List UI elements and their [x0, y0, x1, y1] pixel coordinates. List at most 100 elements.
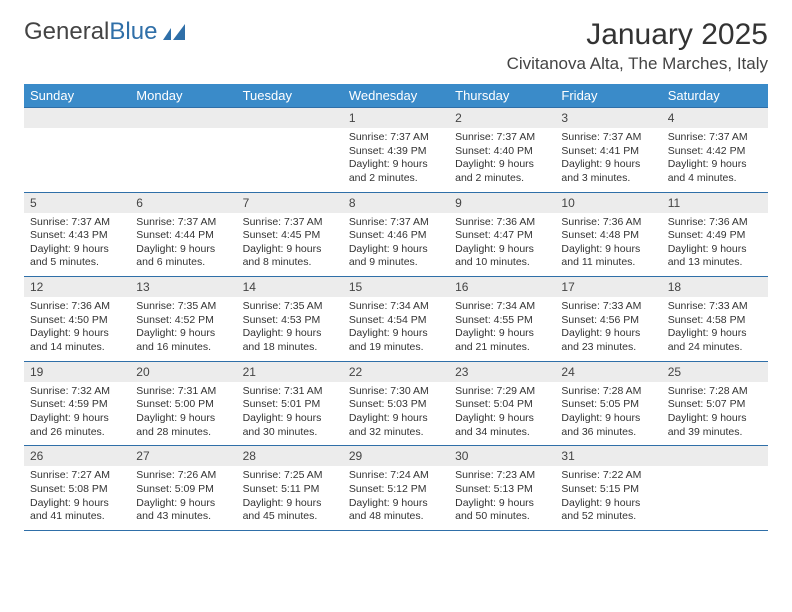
day-number: 5 [24, 192, 130, 213]
day-detail: Sunrise: 7:31 AMSunset: 5:00 PMDaylight:… [130, 382, 236, 446]
day-number: 14 [237, 277, 343, 298]
sunset-text: Sunset: 4:47 PM [455, 229, 549, 243]
logo-text-blue: Blue [109, 18, 157, 46]
daylight-text: Daylight: 9 hours and 9 minutes. [349, 243, 443, 270]
day-number [237, 108, 343, 129]
day-number: 13 [130, 277, 236, 298]
sunrise-text: Sunrise: 7:35 AM [243, 300, 337, 314]
sunrise-text: Sunrise: 7:26 AM [136, 469, 230, 483]
sunset-text: Sunset: 4:39 PM [349, 145, 443, 159]
daynum-row: 567891011 [24, 192, 768, 213]
day-number: 31 [555, 446, 661, 467]
day-number: 27 [130, 446, 236, 467]
sunrise-text: Sunrise: 7:36 AM [30, 300, 124, 314]
daynum-row: 19202122232425 [24, 361, 768, 382]
daylight-text: Daylight: 9 hours and 16 minutes. [136, 327, 230, 354]
sunset-text: Sunset: 4:56 PM [561, 314, 655, 328]
day-number [24, 108, 130, 129]
day-number: 7 [237, 192, 343, 213]
page-title: January 2025 [507, 18, 768, 52]
sunrise-text: Sunrise: 7:33 AM [668, 300, 762, 314]
day-detail: Sunrise: 7:37 AMSunset: 4:40 PMDaylight:… [449, 128, 555, 192]
detail-row: Sunrise: 7:37 AMSunset: 4:39 PMDaylight:… [24, 128, 768, 192]
daynum-row: 1234 [24, 108, 768, 129]
sunrise-text: Sunrise: 7:37 AM [561, 131, 655, 145]
daylight-text: Daylight: 9 hours and 41 minutes. [30, 497, 124, 524]
sunset-text: Sunset: 5:08 PM [30, 483, 124, 497]
day-header: Wednesday [343, 84, 449, 108]
sunrise-text: Sunrise: 7:37 AM [668, 131, 762, 145]
sunset-text: Sunset: 4:52 PM [136, 314, 230, 328]
day-detail: Sunrise: 7:27 AMSunset: 5:08 PMDaylight:… [24, 466, 130, 530]
sunrise-text: Sunrise: 7:37 AM [349, 131, 443, 145]
daylight-text: Daylight: 9 hours and 24 minutes. [668, 327, 762, 354]
day-detail: Sunrise: 7:23 AMSunset: 5:13 PMDaylight:… [449, 466, 555, 530]
day-detail: Sunrise: 7:34 AMSunset: 4:54 PMDaylight:… [343, 297, 449, 361]
day-detail: Sunrise: 7:25 AMSunset: 5:11 PMDaylight:… [237, 466, 343, 530]
day-number: 12 [24, 277, 130, 298]
sunrise-text: Sunrise: 7:31 AM [136, 385, 230, 399]
sunset-text: Sunset: 5:11 PM [243, 483, 337, 497]
sunset-text: Sunset: 4:48 PM [561, 229, 655, 243]
sunset-text: Sunset: 4:59 PM [30, 398, 124, 412]
day-detail: Sunrise: 7:37 AMSunset: 4:46 PMDaylight:… [343, 213, 449, 277]
daylight-text: Daylight: 9 hours and 14 minutes. [30, 327, 124, 354]
sunset-text: Sunset: 5:12 PM [349, 483, 443, 497]
sunrise-text: Sunrise: 7:31 AM [243, 385, 337, 399]
sunrise-text: Sunrise: 7:34 AM [349, 300, 443, 314]
daylight-text: Daylight: 9 hours and 26 minutes. [30, 412, 124, 439]
day-header: Sunday [24, 84, 130, 108]
sunrise-text: Sunrise: 7:37 AM [136, 216, 230, 230]
day-number: 28 [237, 446, 343, 467]
day-number: 25 [662, 361, 768, 382]
day-number: 1 [343, 108, 449, 129]
sunset-text: Sunset: 4:49 PM [668, 229, 762, 243]
day-header: Thursday [449, 84, 555, 108]
day-number [662, 446, 768, 467]
day-detail: Sunrise: 7:32 AMSunset: 4:59 PMDaylight:… [24, 382, 130, 446]
day-number: 2 [449, 108, 555, 129]
sunset-text: Sunset: 5:00 PM [136, 398, 230, 412]
sunset-text: Sunset: 5:05 PM [561, 398, 655, 412]
daylight-text: Daylight: 9 hours and 23 minutes. [561, 327, 655, 354]
day-detail: Sunrise: 7:24 AMSunset: 5:12 PMDaylight:… [343, 466, 449, 530]
sunrise-text: Sunrise: 7:27 AM [30, 469, 124, 483]
detail-row: Sunrise: 7:27 AMSunset: 5:08 PMDaylight:… [24, 466, 768, 530]
daynum-row: 12131415161718 [24, 277, 768, 298]
day-detail: Sunrise: 7:30 AMSunset: 5:03 PMDaylight:… [343, 382, 449, 446]
day-number: 21 [237, 361, 343, 382]
day-detail: Sunrise: 7:29 AMSunset: 5:04 PMDaylight:… [449, 382, 555, 446]
day-detail: Sunrise: 7:36 AMSunset: 4:47 PMDaylight:… [449, 213, 555, 277]
day-number: 17 [555, 277, 661, 298]
daylight-text: Daylight: 9 hours and 36 minutes. [561, 412, 655, 439]
daylight-text: Daylight: 9 hours and 5 minutes. [30, 243, 124, 270]
day-number: 4 [662, 108, 768, 129]
day-header-row: SundayMondayTuesdayWednesdayThursdayFrid… [24, 84, 768, 108]
daylight-text: Daylight: 9 hours and 8 minutes. [243, 243, 337, 270]
day-number: 24 [555, 361, 661, 382]
day-number: 15 [343, 277, 449, 298]
daylight-text: Daylight: 9 hours and 48 minutes. [349, 497, 443, 524]
day-number: 20 [130, 361, 236, 382]
daylight-text: Daylight: 9 hours and 2 minutes. [349, 158, 443, 185]
day-number: 26 [24, 446, 130, 467]
day-detail: Sunrise: 7:37 AMSunset: 4:43 PMDaylight:… [24, 213, 130, 277]
daylight-text: Daylight: 9 hours and 30 minutes. [243, 412, 337, 439]
day-detail: Sunrise: 7:35 AMSunset: 4:53 PMDaylight:… [237, 297, 343, 361]
daylight-text: Daylight: 9 hours and 18 minutes. [243, 327, 337, 354]
day-number: 16 [449, 277, 555, 298]
sunset-text: Sunset: 4:54 PM [349, 314, 443, 328]
sunrise-text: Sunrise: 7:35 AM [136, 300, 230, 314]
sunset-text: Sunset: 5:09 PM [136, 483, 230, 497]
day-detail: Sunrise: 7:31 AMSunset: 5:01 PMDaylight:… [237, 382, 343, 446]
daylight-text: Daylight: 9 hours and 11 minutes. [561, 243, 655, 270]
sunrise-text: Sunrise: 7:37 AM [349, 216, 443, 230]
detail-row: Sunrise: 7:37 AMSunset: 4:43 PMDaylight:… [24, 213, 768, 277]
daynum-row: 262728293031 [24, 446, 768, 467]
sunrise-text: Sunrise: 7:36 AM [455, 216, 549, 230]
sunset-text: Sunset: 5:04 PM [455, 398, 549, 412]
sunrise-text: Sunrise: 7:34 AM [455, 300, 549, 314]
daylight-text: Daylight: 9 hours and 45 minutes. [243, 497, 337, 524]
daylight-text: Daylight: 9 hours and 10 minutes. [455, 243, 549, 270]
sunset-text: Sunset: 4:50 PM [30, 314, 124, 328]
